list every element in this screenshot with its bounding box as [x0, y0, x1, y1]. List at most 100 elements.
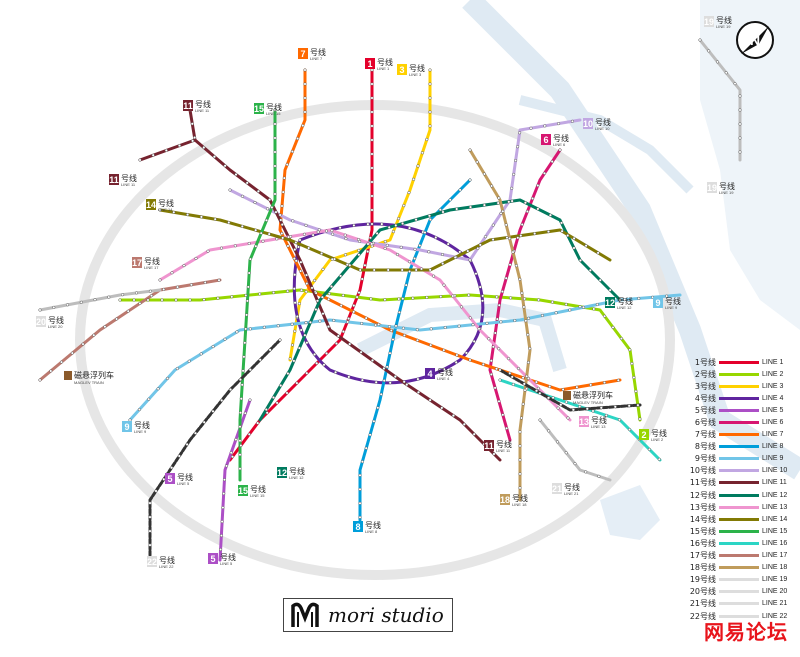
station-dot	[366, 242, 370, 246]
station-dot	[360, 378, 364, 382]
line-legend: 1号线 LINE 1 2号线 LINE 2 3号线 LINE 3 4号线 LINE 4 5号线 L…	[682, 356, 796, 622]
station-dot	[427, 214, 432, 218]
station-dot	[520, 291, 524, 295]
station-dot	[442, 367, 446, 371]
station-dot	[233, 244, 237, 248]
legend-line-name: 3号线	[694, 381, 716, 391]
legend-row: 17号线 LINE 17	[682, 550, 796, 562]
station-dot	[270, 205, 274, 209]
station-dot	[92, 333, 96, 337]
station-dot	[448, 198, 452, 202]
station-dot	[391, 230, 395, 234]
station-dot	[273, 108, 277, 112]
station-dot	[385, 365, 389, 369]
station-dot	[303, 110, 307, 114]
line-tag-number: 6	[543, 135, 548, 145]
station-dot	[389, 328, 393, 333]
outer-ring-road	[75, 100, 675, 580]
station-dot	[293, 248, 297, 252]
station-dot	[193, 136, 197, 140]
station-dot	[415, 338, 420, 342]
station-dot	[518, 131, 522, 135]
line-tag-badge	[353, 521, 363, 532]
station-dot	[223, 164, 227, 168]
river-east	[518, 95, 694, 194]
station-dot	[238, 425, 242, 429]
legend-line-name: 8号线	[694, 442, 716, 452]
station-dot	[194, 256, 198, 260]
station-dot	[387, 225, 391, 229]
station-dot	[566, 233, 570, 238]
station-dot	[320, 295, 324, 299]
station-dot	[366, 222, 370, 226]
station-dot	[273, 122, 277, 126]
line-tag-label: 号线	[48, 315, 64, 325]
station-dot	[536, 386, 540, 390]
line-tag-badge	[707, 182, 717, 193]
station-dot	[258, 358, 262, 362]
legend-line-english: LINE 12	[762, 491, 788, 499]
station-dot	[519, 234, 523, 238]
station-dot	[489, 359, 493, 363]
station-dot	[529, 126, 533, 130]
station-dot	[483, 235, 488, 239]
station-dot	[293, 273, 297, 277]
station-dot	[273, 164, 277, 168]
station-dot	[538, 391, 542, 395]
line-tag-badge	[425, 368, 435, 379]
station-dot	[492, 452, 496, 456]
station-dot	[259, 231, 263, 235]
line-tag-english: LINE 20	[48, 324, 63, 329]
station-dot	[555, 440, 560, 444]
station-dot	[370, 222, 374, 226]
station-dot	[557, 122, 561, 126]
station-dot	[536, 183, 540, 188]
line-tag-number: 12	[605, 298, 615, 308]
station-dot	[399, 245, 403, 249]
station-dot	[374, 323, 378, 327]
station-dot	[374, 380, 378, 384]
legend-color-swatch	[719, 396, 759, 400]
station-dot	[281, 236, 285, 240]
station-dot	[370, 96, 374, 100]
station-dot	[352, 223, 356, 227]
line-tag-english: LINE 11	[121, 182, 136, 187]
station-dot	[446, 242, 450, 246]
station-dot	[70, 351, 74, 355]
station-dot	[442, 348, 446, 352]
station-dot	[707, 49, 711, 53]
station-dot	[428, 268, 432, 272]
legend-line-name: 16号线	[689, 538, 716, 548]
station-dot	[289, 235, 293, 239]
station-dot	[598, 278, 602, 282]
station-dot	[280, 223, 284, 227]
station-dot	[372, 268, 376, 272]
legend-line-english: LINE 10	[762, 467, 788, 475]
station-dot	[151, 153, 155, 157]
station-dot	[49, 369, 53, 373]
watermark: 网易论坛	[700, 616, 800, 657]
station-dot	[453, 255, 457, 259]
station-dot	[508, 371, 512, 375]
station-dot	[243, 411, 247, 415]
line-tag-english: LINE 12	[617, 305, 632, 310]
station-dot	[118, 298, 122, 302]
station-dot	[358, 501, 362, 505]
station-dot	[623, 298, 627, 302]
station-dot	[370, 68, 374, 72]
station-dot	[216, 296, 220, 300]
line-tag-badge	[704, 16, 714, 27]
station-dot	[564, 302, 568, 306]
station-dot	[326, 325, 331, 329]
station-dot	[331, 232, 335, 236]
station-dot	[162, 477, 166, 481]
station-dot	[170, 271, 174, 275]
station-dot	[491, 223, 495, 227]
station-dot	[238, 467, 242, 471]
station-dot	[370, 242, 374, 246]
station-dot	[299, 328, 303, 332]
station-dot	[507, 200, 511, 204]
